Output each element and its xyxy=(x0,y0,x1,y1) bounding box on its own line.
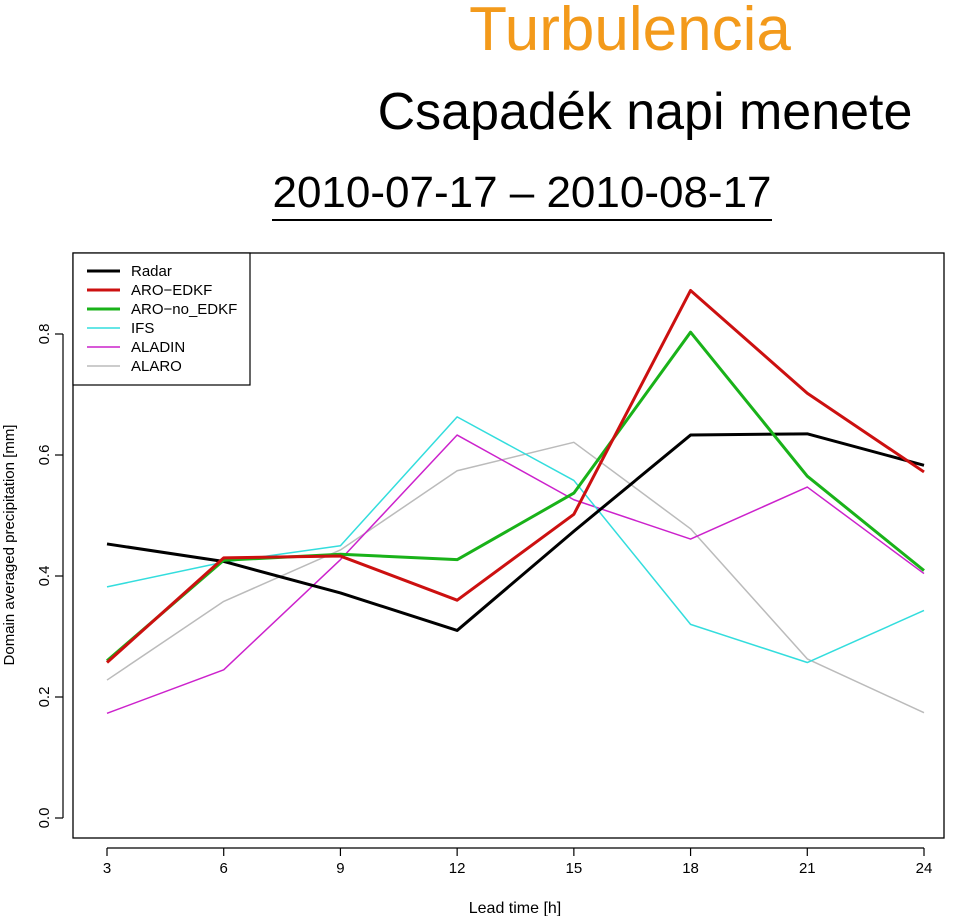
series-line-alaro xyxy=(106,441,925,714)
date-range-text: 2010-07-17 – 2010-08-17 xyxy=(272,168,772,221)
page-title: Turbulencia xyxy=(469,0,791,64)
x-tick-label: 15 xyxy=(566,860,583,877)
legend-label-ifs: IFS xyxy=(131,320,154,337)
series-line-radar xyxy=(106,432,925,632)
x-axis: 3 6 9 12 15 18 21 24 xyxy=(103,847,933,877)
legend-label-radar: Radar xyxy=(131,263,172,280)
x-tick-label: 12 xyxy=(449,860,466,877)
y-tick-label: 0.2 xyxy=(36,687,53,708)
legend-label-aro_no_edkf: ARO−no_EDKF xyxy=(131,301,237,318)
x-tick-label: 3 xyxy=(103,860,111,877)
y-tick-label: 0.8 xyxy=(36,324,53,345)
series-line-ifs xyxy=(106,416,925,664)
x-tick-label: 18 xyxy=(682,860,699,877)
series-line-aro_no_edkf xyxy=(106,330,925,662)
legend: Radar ARO−EDKF ARO−no_EDKF IFS ALADIN ALARO xyxy=(72,252,251,386)
y-axis: 0.0 0.2 0.4 0.6 0.8 xyxy=(36,324,64,829)
legend-box xyxy=(72,252,251,386)
x-axis-label: Lead time [h] xyxy=(469,900,562,916)
y-tick-label: 0.4 xyxy=(36,566,53,587)
y-tick-label: 0.6 xyxy=(36,445,53,466)
legend-label-aladin: ALADIN xyxy=(131,339,185,356)
legend-label-aro_edkf: ARO−EDKF xyxy=(131,282,212,299)
x-tick-label: 9 xyxy=(336,860,344,877)
page-subtitle: Csapadék napi menete xyxy=(377,83,913,141)
series-layer xyxy=(105,288,925,715)
y-axis-label: Domain averaged precipitation [mm] xyxy=(1,425,18,666)
y-tick-label: 0.0 xyxy=(36,808,53,829)
series-line-aro_edkf xyxy=(105,288,925,664)
x-tick-label: 24 xyxy=(916,860,933,877)
legend-label-alaro: ALARO xyxy=(131,358,182,375)
plot-frame xyxy=(72,252,945,839)
series-line-aladin xyxy=(106,434,925,715)
x-tick-label: 6 xyxy=(220,860,228,877)
date-range: 2010-07-17 – 2010-08-17 xyxy=(0,168,960,221)
x-tick-label: 21 xyxy=(799,860,816,877)
